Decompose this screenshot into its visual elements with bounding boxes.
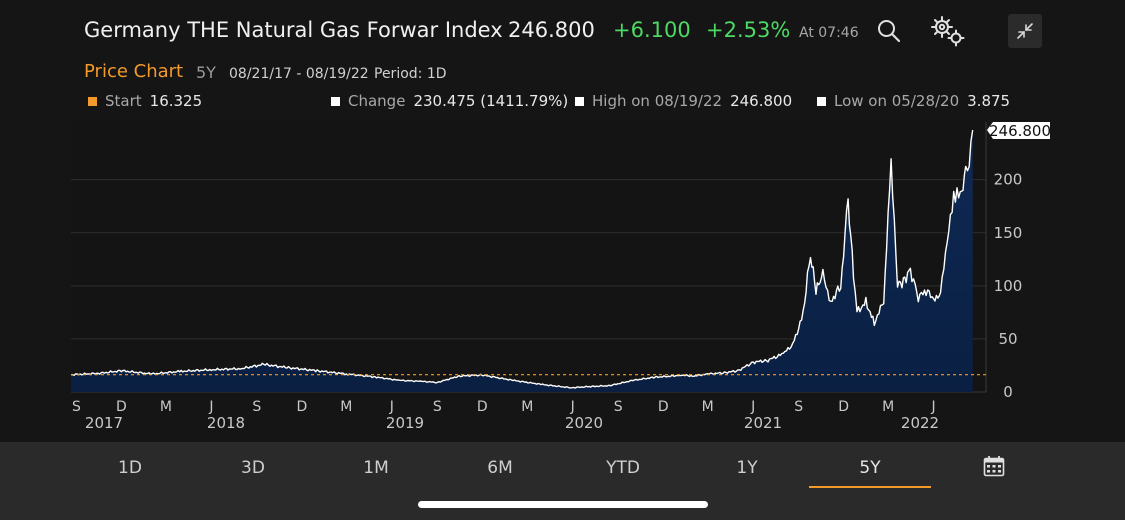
- x-month-label: S: [794, 399, 803, 415]
- x-year-label: 2022: [901, 414, 939, 432]
- x-year-label: 2017: [85, 414, 123, 432]
- x-year-label: 2018: [207, 414, 245, 432]
- stat-high: High on 08/19/22 246.800: [575, 92, 792, 110]
- x-month-label: M: [160, 399, 172, 415]
- x-month-label: D: [658, 399, 669, 415]
- y-tick-label: 50: [998, 330, 1017, 348]
- stat-change-label: Change: [348, 92, 406, 110]
- home-indicator: [418, 501, 708, 508]
- x-month-label: J: [389, 399, 394, 415]
- quote-time: At 07:46: [799, 25, 859, 41]
- x-month-label: S: [433, 399, 442, 415]
- price-area: [71, 130, 973, 392]
- date-range: 08/21/17 - 08/19/22: [229, 66, 369, 82]
- x-year-label: 2021: [744, 414, 782, 432]
- x-month-label: S: [72, 399, 81, 415]
- stat-high-value: 246.800: [730, 92, 793, 110]
- x-month-label: J: [750, 399, 755, 415]
- high-marker: [575, 96, 584, 106]
- tab-6m[interactable]: 6M: [487, 458, 513, 478]
- y-tick-label: 100: [994, 277, 1023, 295]
- x-month-label: M: [882, 399, 894, 415]
- range-label: 5Y: [196, 63, 216, 82]
- instrument-title: Germany THE Natural Gas Forwar Index: [84, 18, 503, 42]
- range-tab-bar: 1D 3D 1M 6M YTD 1Y 5Y: [0, 442, 1125, 520]
- net-change: +6.100: [613, 18, 691, 42]
- x-month-label: J: [208, 399, 213, 415]
- stat-low-label: Low on 05/28/20: [834, 92, 960, 110]
- x-month-label: J: [931, 399, 936, 415]
- tab-1m[interactable]: 1M: [363, 458, 389, 478]
- collapse-icon[interactable]: [1008, 14, 1042, 48]
- tab-3d[interactable]: 3D: [241, 458, 265, 478]
- x-month-label: S: [614, 399, 623, 415]
- percent-change: +2.53%: [706, 18, 791, 42]
- x-month-label: M: [521, 399, 533, 415]
- stat-low: Low on 05/28/20 3.875: [817, 92, 1010, 110]
- stat-change: Change 230.475 (1411.79%): [331, 92, 568, 110]
- x-month-label: S: [252, 399, 261, 415]
- calendar-icon[interactable]: [983, 455, 1005, 477]
- low-marker: [817, 96, 826, 106]
- y-tick-label: 150: [994, 224, 1023, 242]
- y-tick-label: 200: [994, 171, 1023, 189]
- x-month-label: D: [116, 399, 127, 415]
- x-month-label: J: [570, 399, 575, 415]
- stat-start: Start 16.325: [88, 92, 202, 110]
- change-marker: [331, 96, 340, 106]
- period-label: Period: 1D: [374, 66, 447, 82]
- x-month-label: D: [296, 399, 307, 415]
- price-line: [70, 129, 974, 389]
- stat-change-value: 230.475 (1411.79%): [413, 92, 569, 110]
- tab-ytd[interactable]: YTD: [606, 458, 640, 478]
- last-price-tag: [987, 122, 1050, 139]
- price-chart-label: Price Chart: [84, 61, 184, 82]
- last-price: 246.800: [508, 18, 595, 42]
- x-year-label: 2019: [386, 414, 424, 432]
- x-year-label: 2020: [565, 414, 603, 432]
- quote-header: Germany THE Natural Gas Forwar Index 246…: [0, 0, 1125, 120]
- stat-start-value: 16.325: [149, 92, 203, 110]
- last-price-label: 246.800: [989, 122, 1051, 140]
- search-icon[interactable]: [874, 16, 904, 46]
- settings-gears-icon[interactable]: [928, 14, 968, 48]
- y-tick-label: 0: [1003, 383, 1013, 401]
- x-month-label: M: [340, 399, 352, 415]
- x-month-label: D: [838, 399, 849, 415]
- stat-low-value: 3.875: [967, 92, 1011, 110]
- tab-1d[interactable]: 1D: [118, 458, 142, 478]
- stat-high-label: High on 08/19/22: [592, 92, 723, 110]
- stat-start-label: Start: [105, 92, 142, 110]
- tab-5y[interactable]: 5Y: [809, 456, 931, 488]
- x-month-label: D: [477, 399, 488, 415]
- x-month-label: M: [702, 399, 714, 415]
- tab-1y[interactable]: 1Y: [736, 458, 758, 478]
- start-marker: [88, 96, 97, 106]
